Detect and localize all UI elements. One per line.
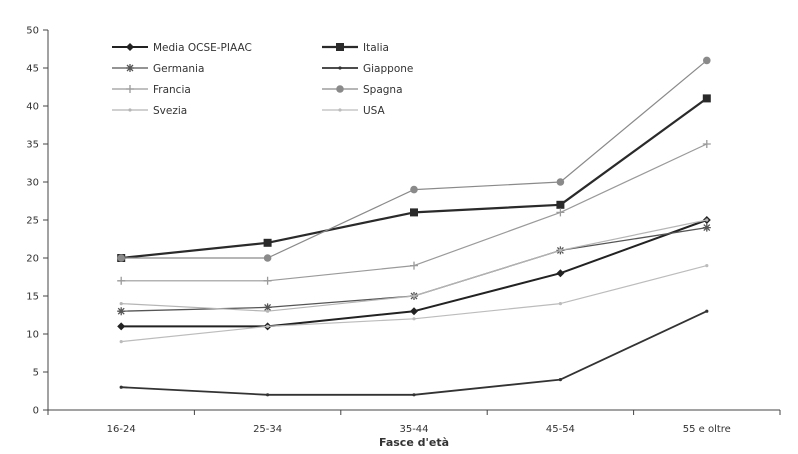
legend-label: Italia (363, 42, 389, 54)
series-line-giappone (121, 310, 708, 396)
legend: Media OCSE-PIAAC Italia Germania Giappone Fr… (112, 42, 413, 117)
data-point (117, 254, 125, 262)
data-point (705, 218, 709, 222)
data-point (263, 238, 272, 247)
legend-label: Giappone (363, 63, 413, 75)
data-point (705, 264, 709, 268)
x-axis-title: Fasce d'età (379, 436, 449, 449)
legend-item-giappone: Giappone (322, 63, 413, 75)
y-tick-label: 20 (26, 254, 39, 265)
data-point (410, 208, 418, 217)
y-tick-label: 25 (26, 216, 39, 227)
y-tick-label: 35 (26, 140, 39, 151)
legend-marker (126, 43, 134, 51)
series-line-spagna (121, 59, 708, 259)
data-point (556, 208, 565, 217)
data-point (705, 309, 709, 313)
data-point (412, 393, 416, 397)
series-francia (117, 140, 711, 285)
data-point (263, 254, 272, 262)
data-point (412, 294, 416, 298)
data-point (558, 378, 563, 382)
legend-marker (338, 108, 342, 112)
legend-label: Svezia (153, 105, 187, 117)
series-spagna (117, 56, 711, 262)
legend-item-francia: Francia (112, 84, 191, 96)
series-line-italia (121, 97, 708, 260)
legend-marker (126, 85, 134, 93)
data-point (119, 340, 123, 344)
y-tick-label: 30 (26, 178, 39, 189)
series-giappone (119, 309, 709, 397)
data-point (117, 276, 126, 285)
data-point (702, 140, 711, 148)
data-point (117, 307, 126, 316)
legend-label: Spagna (363, 84, 403, 96)
data-point (263, 276, 272, 285)
legend-label: USA (363, 105, 386, 117)
data-point (117, 322, 126, 331)
legend-label: Francia (153, 84, 191, 96)
data-point (556, 200, 565, 209)
data-point (266, 309, 270, 313)
legend-marker (126, 64, 134, 72)
legend-item-italia: Italia (322, 42, 389, 54)
data-point (556, 178, 565, 186)
series-svezia (119, 218, 709, 313)
legend-marker (336, 85, 344, 93)
data-point (412, 317, 416, 321)
data-point (702, 94, 711, 103)
y-tick-label: 15 (26, 292, 39, 303)
data-point (703, 56, 711, 65)
data-point (558, 248, 563, 252)
data-point (119, 385, 123, 389)
data-point (266, 393, 270, 397)
axes: 0 5 10 15 20 25 30 35 40 45 50 16-24 25-34 35-44 45-54… (26, 26, 781, 435)
legend-marker (336, 43, 344, 51)
legend-label: Germania (153, 63, 204, 75)
x-tick-label: 25-34 (253, 424, 282, 435)
data-point (556, 269, 565, 278)
y-tick-label: 50 (26, 26, 39, 37)
data-point (266, 324, 270, 328)
x-tick-label: 16-24 (107, 424, 136, 435)
y-tick-label: 40 (26, 102, 39, 113)
data-point (410, 307, 418, 316)
series-usa (119, 264, 709, 344)
y-tick-label: 45 (26, 64, 39, 75)
legend-marker (338, 66, 342, 70)
x-tick-label: 35-44 (399, 424, 428, 435)
series-layer (117, 56, 711, 397)
y-tick-label: 10 (26, 330, 39, 341)
legend-marker (128, 108, 132, 112)
series-line-usa (121, 265, 707, 343)
data-point (410, 185, 418, 194)
legend-label: Media OCSE-PIAAC (153, 42, 252, 54)
series-italia (117, 94, 711, 262)
legend-item-spagna: Spagna (322, 84, 403, 96)
legend-item-usa: USA (322, 105, 386, 117)
series-media-ocse-piaac (117, 216, 711, 331)
legend-item-svezia: Svezia (112, 105, 187, 117)
x-tick-label: 55 e oltre (683, 424, 731, 435)
data-point (558, 302, 563, 306)
legend-item-germania: Germania (112, 63, 204, 75)
y-tick-label: 5 (33, 368, 39, 379)
data-point (119, 302, 123, 306)
x-tick-label: 45-54 (546, 424, 575, 435)
data-point (263, 303, 272, 312)
data-point (410, 261, 418, 270)
data-point (702, 223, 711, 232)
y-tick-label: 0 (33, 406, 39, 417)
legend-item-media-ocse-piaac: Media OCSE-PIAAC (112, 42, 252, 54)
